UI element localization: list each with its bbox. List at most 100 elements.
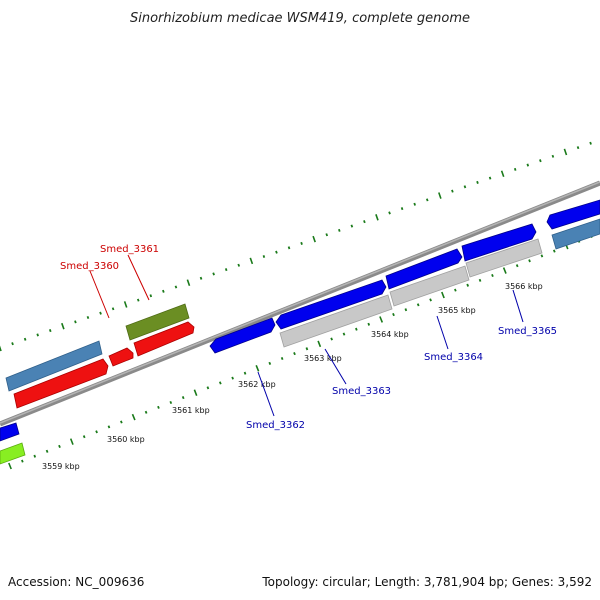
inner-ring-minor-tick [268,361,272,365]
inner-ring-minor-tick [45,449,49,453]
inner-ring-minor-tick [429,298,432,302]
gene-label-smed3361[interactable]: Smed_3361 [100,244,159,255]
outer-ring-major-tick [249,257,254,265]
inner-ring-minor-tick [280,356,284,361]
outer-ring-minor-tick [149,294,153,298]
tick-label-3559: 3559 kbp [42,462,80,471]
outer-ring-minor-tick [99,311,102,315]
gene-arrow-grey-smed3364[interactable] [389,265,470,307]
inner-ring-major-tick [317,340,322,348]
inner-ring-minor-tick [82,435,86,439]
gene-label-smed3360[interactable]: Smed_3360 [60,261,119,272]
outer-ring-major-tick [500,170,505,178]
gene-arrow-red-smed3361[interactable] [133,321,195,357]
gene-arrow-blue-smed3364[interactable] [385,248,463,290]
inner-ring-minor-tick [528,259,531,263]
tick-label-3564: 3564 kbp [371,330,409,339]
outer-ring-minor-tick [589,141,592,145]
outer-ring-minor-tick [36,333,39,337]
tick-label-3562: 3562 kbp [238,380,276,389]
outer-ring-minor-tick [74,320,77,324]
outer-ring-major-tick [375,214,379,221]
gene-arrow-olive-smed3361[interactable] [125,303,190,341]
outer-ring-minor-tick [526,163,530,167]
outer-ring-minor-tick [413,202,416,206]
outer-ring-major-tick [186,279,191,286]
gene-arrow-blue-smed3362[interactable] [209,317,276,354]
inner-ring-major-tick [69,438,74,445]
outer-ring-minor-tick [162,289,165,293]
inner-ring-minor-tick [515,264,519,268]
outer-ring-minor-tick [425,198,429,202]
gene-arrow-lime-bottom-left[interactable] [0,442,26,465]
inner-ring-minor-tick [305,347,309,351]
map-title: Sinorhizobium medicae WSM419, complete g… [130,11,470,26]
inner-ring-minor-tick [21,459,24,463]
leader-smed3364 [436,315,449,350]
outer-ring-major-tick [563,148,568,156]
gene-label-smed3364[interactable]: Smed_3364 [424,352,483,363]
inner-ring-minor-tick [293,352,296,356]
outer-ring-major-tick [61,322,65,330]
outer-ring-minor-tick [174,285,178,289]
outer-ring-minor-tick [576,146,580,150]
inner-ring-major-tick [441,291,445,299]
inner-ring-minor-tick [466,283,470,287]
inner-ring-major-tick [255,365,260,372]
genome-summary-text: Topology: circular; Length: 3,781,904 bp… [261,575,592,589]
leader-smed3361 [127,254,150,301]
gene-label-smed3363[interactable]: Smed_3363 [332,386,391,397]
inner-ring-minor-tick [330,337,333,341]
gene-arrow-red-smed3360[interactable] [108,347,134,367]
outer-ring-minor-tick [451,189,454,193]
outer-ring-minor-tick [513,167,517,171]
inner-ring-minor-tick [552,249,556,253]
outer-ring-minor-tick [212,272,215,276]
gene-label-smed3365[interactable]: Smed_3365 [498,326,557,337]
tick-label-3561: 3561 kbp [172,406,210,415]
outer-ring-minor-tick [224,268,228,272]
gene-arrow-steelblue-left[interactable] [5,340,103,392]
inner-ring-minor-tick [144,410,148,414]
outer-ring-minor-tick [262,255,266,258]
gene-arrow-blue-bottom-left[interactable] [0,422,20,442]
outer-ring-minor-tick [48,328,52,333]
outer-ring-minor-tick [325,233,329,237]
gene-arrow-grey-smed3363[interactable] [279,294,393,348]
inner-ring-minor-tick [58,444,61,449]
inner-ring-minor-tick [157,405,160,409]
outer-ring-minor-tick [23,337,27,341]
outer-ring-minor-tick [388,211,391,215]
outer-ring-major-tick [123,301,128,308]
gene-arrow-red-left[interactable] [13,358,109,409]
outer-ring-minor-tick [199,276,203,280]
outer-ring-minor-tick [551,154,555,158]
gene-arrows [0,199,600,465]
outer-ring-minor-tick [350,224,354,228]
outer-ring-minor-tick [338,228,341,232]
gene-arrow-steelblue-right[interactable] [551,218,600,250]
gene-arrow-grey-smed3365[interactable] [465,238,543,278]
outer-ring-minor-tick [363,220,366,224]
outer-ring-minor-tick [488,176,492,180]
inner-ring-minor-tick [120,420,123,424]
outer-dotted-ring [0,141,592,352]
inner-ring-major-tick [8,462,12,470]
gene-arrow-blue-smed3365[interactable] [461,223,537,262]
outer-ring-major-tick [438,192,442,199]
outer-ring-minor-tick [136,298,140,302]
leader-smed3365 [512,289,524,323]
inner-ring-minor-tick [491,273,494,278]
gene-arrow-blue-right[interactable] [546,199,600,230]
inner-ring-minor-tick [454,288,457,292]
inner-ring-minor-tick [33,454,37,458]
outer-ring-major-tick [312,235,316,243]
leader-smed3362 [257,371,275,417]
gene-label-smed3362[interactable]: Smed_3362 [246,420,305,431]
outer-ring-minor-tick [539,159,542,163]
tick-label-3560: 3560 kbp [107,435,145,444]
accession-text: Accession: NC_009636 [8,575,144,589]
gene-arrow-blue-smed3363[interactable] [275,279,387,330]
inner-ring-minor-tick [107,425,111,429]
outer-ring-minor-tick [111,307,115,311]
